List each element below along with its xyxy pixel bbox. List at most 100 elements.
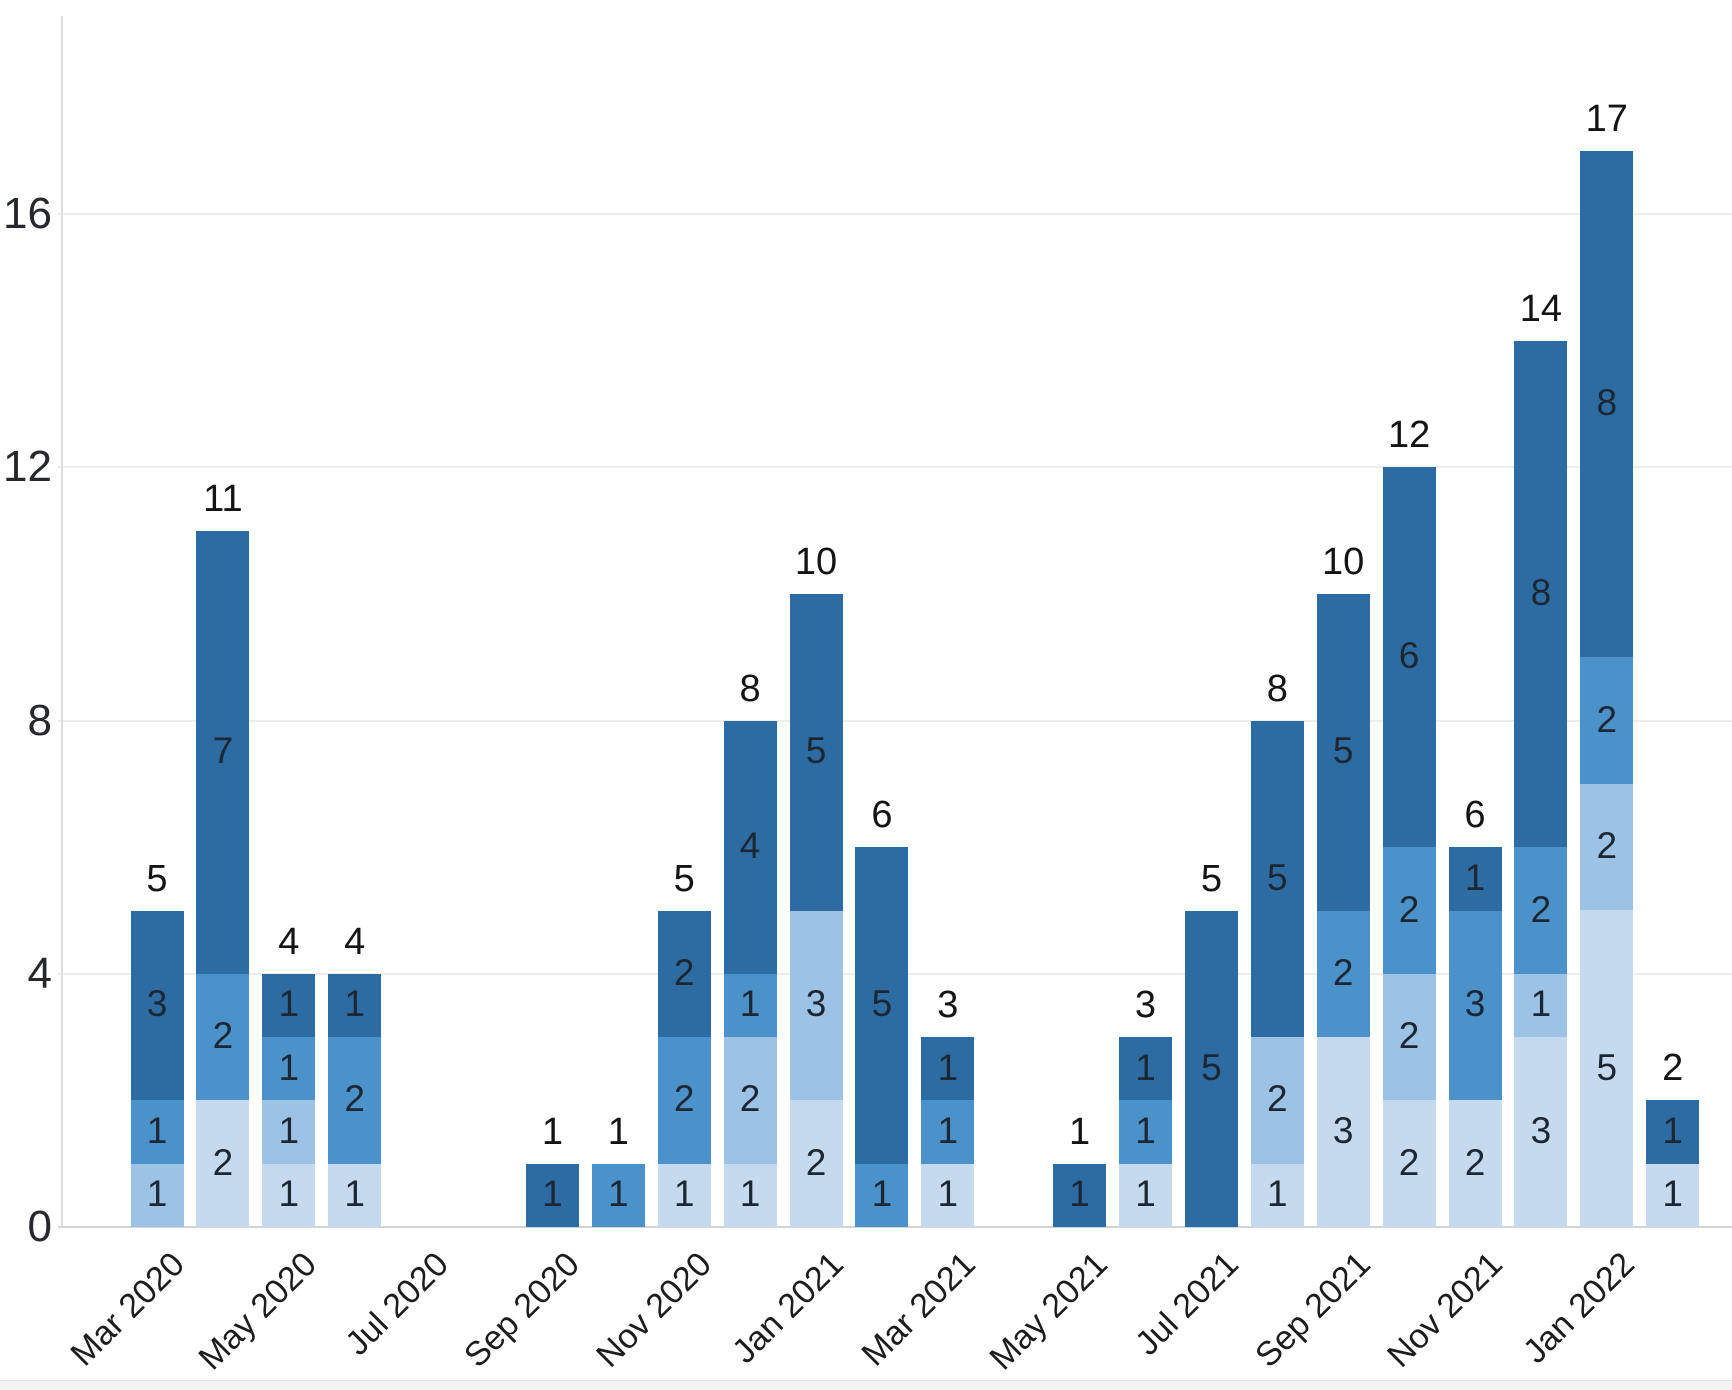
bar-segment-shade-dark-blue[interactable]: 2 (657, 910, 711, 1038)
bar-mar-2020[interactable]: 1 1 3 (130, 910, 184, 1227)
segment-value-label: 2 (1596, 698, 1618, 740)
bar-jun-2020[interactable]: 1 2 1 (328, 973, 382, 1227)
bar-segment-shade-lightest-blue[interactable]: 1 (328, 1163, 382, 1227)
bar-segment-shade-lightest-blue[interactable]: 1 (921, 1163, 975, 1227)
bar-sep-2021[interactable]: 3 2 5 (1316, 594, 1370, 1227)
x-axis-baseline (58, 1226, 1732, 1228)
bar-segment-shade-medium-blue[interactable]: 1 (591, 1163, 645, 1227)
bar-mar-2021[interactable]: 1 1 1 (921, 1037, 975, 1227)
segment-value-label: 1 (1530, 983, 1552, 1025)
bar-segment-shade-medium-blue[interactable]: 2 (1580, 657, 1634, 784)
segment-value-label: 1 (278, 1046, 300, 1088)
bar-segment-shade-medium-blue[interactable]: 2 (1514, 847, 1568, 974)
bar-segment-shade-lightest-blue[interactable]: 1 (723, 1163, 777, 1227)
bar-segment-shade-lightest-blue[interactable]: 3 (1514, 1037, 1568, 1227)
bar-segment-shade-lightest-blue[interactable]: 2 (1448, 1100, 1502, 1227)
bar-segment-shade-lightest-blue[interactable]: 1 (1250, 1163, 1304, 1227)
bar-segment-shade-light-blue[interactable]: 3 (789, 910, 843, 1101)
bar-apr-2020[interactable]: 2 2 7 (196, 530, 250, 1227)
bar-segment-shade-light-blue[interactable]: 2 (1382, 973, 1436, 1101)
bar-segment-shade-lightest-blue[interactable]: 2 (1382, 1100, 1436, 1227)
bar-segment-shade-dark-blue[interactable]: 1 (1448, 847, 1502, 911)
bar-segment-shade-medium-blue[interactable]: 2 (1316, 910, 1370, 1038)
segment-value-label: 1 (1135, 1046, 1156, 1088)
bar-segment-shade-lightest-blue[interactable]: 1 (1119, 1163, 1172, 1227)
bar-segment-shade-medium-blue[interactable]: 2 (1382, 847, 1436, 974)
bar-segment-shade-lightest-blue[interactable]: 1 (262, 1163, 316, 1227)
bar-segment-shade-medium-blue[interactable]: 1 (262, 1037, 316, 1101)
bar-segment-shade-medium-blue[interactable]: 1 (723, 973, 777, 1038)
bar-segment-shade-dark-blue[interactable]: 8 (1580, 150, 1634, 658)
bar-segment-shade-medium-blue[interactable]: 2 (196, 973, 250, 1101)
bar-segment-shade-medium-blue[interactable]: 3 (1448, 910, 1502, 1101)
segment-value-label: 2 (1267, 1078, 1288, 1120)
bar-jul-2021[interactable]: 5 (1184, 910, 1238, 1227)
bar-jun-2021[interactable]: 1 1 1 (1119, 1037, 1172, 1227)
bar-may-2020[interactable]: 1 1 1 1 (262, 973, 316, 1227)
bar-segment-shade-dark-blue[interactable]: 5 (1184, 910, 1238, 1227)
bar-sep-2020[interactable]: 1 (525, 1163, 579, 1227)
segment-value-label: 8 (1530, 572, 1552, 614)
bar-segment-shade-dark-blue[interactable]: 7 (196, 530, 250, 974)
bar-segment-shade-dark-blue[interactable]: 5 (789, 594, 843, 911)
bar-jan-2022[interactable]: 5 2 2 8 (1580, 150, 1634, 1227)
bar-segment-shade-lightest-blue[interactable]: 1 (657, 1163, 711, 1227)
bar-segment-shade-dark-blue[interactable]: 4 (723, 720, 777, 974)
segment-value-label: 1 (344, 1173, 365, 1215)
bar-dec-2021[interactable]: 3 1 2 8 (1514, 340, 1568, 1227)
bar-segment-shade-dark-blue[interactable]: 8 (1514, 340, 1568, 848)
bar-segment-shade-dark-blue[interactable]: 5 (855, 847, 909, 1164)
bar-nov-2021[interactable]: 2 3 1 (1448, 847, 1502, 1227)
bar-total-label: 4 (344, 920, 366, 963)
bar-total-label: 8 (1266, 667, 1288, 710)
bar-may-2021[interactable]: 1 (1053, 1163, 1107, 1227)
bar-segment-shade-medium-blue[interactable]: 1 (130, 1100, 184, 1164)
bar-nov-2020[interactable]: 1 2 2 (657, 910, 711, 1227)
bar-jan-2021[interactable]: 2 3 5 (789, 594, 843, 1227)
gridline (58, 719, 1732, 722)
y-axis-tick-label: 12 (3, 442, 52, 492)
bar-segment-shade-lightest-blue[interactable]: 3 (1316, 1037, 1370, 1227)
bar-segment-shade-medium-blue[interactable]: 1 (855, 1163, 909, 1227)
bar-segment-shade-lightest-blue[interactable]: 1 (1646, 1163, 1700, 1227)
segment-value-label: 1 (739, 983, 761, 1025)
bar-segment-shade-light-blue[interactable]: 2 (1250, 1037, 1304, 1164)
bar-segment-shade-light-blue[interactable]: 1 (1514, 973, 1568, 1038)
bar-total-label: 5 (673, 857, 695, 900)
bar-segment-shade-lightest-blue[interactable]: 2 (196, 1100, 250, 1227)
bar-total-label: 6 (1464, 794, 1486, 837)
bar-segment-shade-dark-blue[interactable]: 3 (130, 910, 184, 1101)
bar-segment-shade-dark-blue[interactable]: 6 (1382, 467, 1436, 848)
gridline (58, 213, 1732, 216)
segment-value-label: 1 (278, 1110, 300, 1152)
bar-segment-shade-light-blue[interactable]: 1 (130, 1163, 184, 1227)
bar-segment-shade-medium-blue[interactable]: 2 (328, 1037, 382, 1164)
bar-segment-shade-light-blue[interactable]: 1 (262, 1100, 316, 1164)
segment-value-label: 1 (278, 1173, 300, 1215)
bar-segment-shade-medium-blue[interactable]: 1 (1119, 1100, 1172, 1164)
bar-oct-2021[interactable]: 2 2 2 6 (1382, 467, 1436, 1227)
bar-segment-shade-dark-blue[interactable]: 5 (1250, 720, 1304, 1038)
bar-segment-shade-dark-blue[interactable]: 1 (328, 973, 382, 1038)
bar-dec-2020[interactable]: 1 2 1 4 (723, 720, 777, 1227)
segment-value-label: 2 (673, 951, 695, 993)
bar-segment-shade-dark-blue[interactable]: 1 (1646, 1100, 1700, 1164)
bar-segment-shade-dark-blue[interactable]: 1 (1053, 1163, 1107, 1227)
bar-oct-2020[interactable]: 1 (591, 1163, 645, 1227)
bar-segment-shade-dark-blue[interactable]: 1 (921, 1037, 975, 1101)
bar-segment-shade-medium-blue[interactable]: 1 (921, 1100, 975, 1164)
bar-segment-shade-dark-blue[interactable]: 1 (1119, 1037, 1172, 1101)
bar-segment-shade-dark-blue[interactable]: 5 (1316, 594, 1370, 911)
segment-value-label: 1 (1662, 1173, 1683, 1215)
bar-segment-shade-light-blue[interactable]: 2 (1580, 783, 1634, 911)
bar-segment-shade-dark-blue[interactable]: 1 (262, 973, 316, 1038)
bar-segment-shade-dark-blue[interactable]: 1 (525, 1163, 579, 1227)
bar-segment-shade-lightest-blue[interactable]: 5 (1580, 910, 1634, 1227)
bar-total-label: 5 (1200, 857, 1222, 900)
bar-segment-shade-lightest-blue[interactable]: 2 (789, 1100, 843, 1227)
bar-segment-shade-light-blue[interactable]: 2 (723, 1037, 777, 1164)
bar-aug-2021[interactable]: 1 2 5 (1250, 720, 1304, 1227)
bar-segment-shade-medium-blue[interactable]: 2 (657, 1037, 711, 1164)
